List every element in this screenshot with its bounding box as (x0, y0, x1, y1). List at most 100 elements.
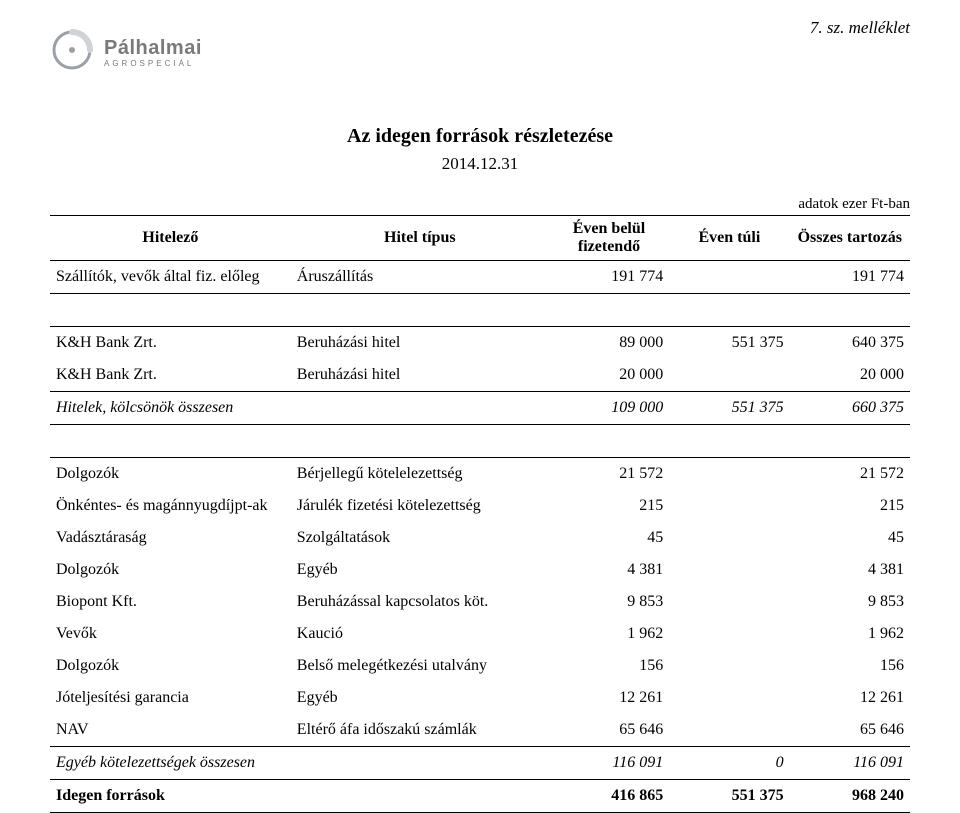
table-row: Dolgozók Belső melegétkezési utalvány 15… (50, 650, 910, 682)
cell: 20 000 (549, 359, 669, 392)
cell: 640 375 (790, 327, 910, 360)
logo-text: Pálhalmai AGROSPECIÁL (104, 38, 202, 68)
cell (669, 359, 789, 392)
cell: 551 375 (669, 392, 789, 425)
cell: 89 000 (549, 327, 669, 360)
col-header-c: Éven belül fizetendő (549, 216, 669, 261)
cell (669, 261, 789, 294)
table-row: Dolgozók Bérjellegű kötelelezettség 21 5… (50, 458, 910, 491)
cell: 21 572 (549, 458, 669, 491)
cell: Szállítók, vevők által fiz. előleg (50, 261, 291, 294)
cell: Dolgozók (50, 458, 291, 491)
cell: Áruszállítás (291, 261, 549, 294)
cell: 156 (790, 650, 910, 682)
table-row: Vadásztáraság Szolgáltatások 45 45 (50, 522, 910, 554)
page: 7. sz. melléklet Pálhalmai AGROSPECIÁL A… (0, 0, 960, 792)
cell (291, 392, 549, 425)
cell: Bérjellegű kötelelezettség (291, 458, 549, 491)
cell (669, 618, 789, 650)
cell: 9 853 (549, 586, 669, 618)
cell: 12 261 (549, 682, 669, 714)
cell: Önkéntes- és magánnyugdíjpt-ak (50, 490, 291, 522)
cell: K&H Bank Zrt. (50, 359, 291, 392)
cell: 20 000 (790, 359, 910, 392)
table-row: Dolgozók Egyéb 4 381 4 381 (50, 554, 910, 586)
cell: K&H Bank Zrt. (50, 327, 291, 360)
data-table: Hitelező Hitel típus Éven belül fizetend… (50, 215, 910, 813)
cell: Belső melegétkezési utalvány (291, 650, 549, 682)
subtotal-row: Egyéb kötelezettségek összesen 116 091 0… (50, 747, 910, 780)
cell: 215 (790, 490, 910, 522)
logo-sub: AGROSPECIÁL (104, 60, 202, 68)
grand-total-row: Idegen források 416 865 551 375 968 240 (50, 780, 910, 813)
cell: Vadásztáraság (50, 522, 291, 554)
cell: 45 (790, 522, 910, 554)
cell (291, 780, 549, 813)
cell: Egyéb kötelezettségek összesen (50, 747, 291, 780)
cell: Vevők (50, 618, 291, 650)
cell: NAV (50, 714, 291, 747)
cell: 968 240 (790, 780, 910, 813)
spacer (50, 425, 910, 458)
cell: Beruházási hitel (291, 327, 549, 360)
cell (669, 586, 789, 618)
table-row: Jóteljesítési garancia Egyéb 12 261 12 2… (50, 682, 910, 714)
logo-main: Pálhalmai (104, 38, 202, 58)
table-row: Biopont Kft. Beruházással kapcsolatos kö… (50, 586, 910, 618)
page-title: Az idegen források részletezése (50, 125, 910, 148)
cell: Biopont Kft. (50, 586, 291, 618)
cell (669, 650, 789, 682)
table-header-row: Hitelező Hitel típus Éven belül fizetend… (50, 216, 910, 261)
col-header-d: Éven túli (669, 216, 789, 261)
table-row: K&H Bank Zrt. Beruházási hitel 89 000 55… (50, 327, 910, 360)
col-header-a: Hitelező (50, 216, 291, 261)
cell: 109 000 (549, 392, 669, 425)
cell: 156 (549, 650, 669, 682)
cell: Dolgozók (50, 554, 291, 586)
cell: Beruházással kapcsolatos köt. (291, 586, 549, 618)
cell: 4 381 (790, 554, 910, 586)
cell: 0 (669, 747, 789, 780)
cell: 1 962 (549, 618, 669, 650)
cell: Dolgozók (50, 650, 291, 682)
cell: 1 962 (790, 618, 910, 650)
header-note: 7. sz. melléklet (810, 18, 910, 38)
table-row: K&H Bank Zrt. Beruházási hitel 20 000 20… (50, 359, 910, 392)
cell: Eltérő áfa időszakú számlák (291, 714, 549, 747)
col-header-b: Hitel típus (291, 216, 549, 261)
spacer (50, 294, 910, 327)
cell: Beruházási hitel (291, 359, 549, 392)
cell: Hitelek, kölcsönök összesen (50, 392, 291, 425)
table-row: NAV Eltérő áfa időszakú számlák 65 646 6… (50, 714, 910, 747)
cell (669, 458, 789, 491)
cell: Jóteljesítési garancia (50, 682, 291, 714)
cell: 12 261 (790, 682, 910, 714)
cell: 551 375 (669, 780, 789, 813)
cell: Idegen források (50, 780, 291, 813)
cell: 191 774 (549, 261, 669, 294)
cell: Egyéb (291, 554, 549, 586)
cell (669, 554, 789, 586)
cell: 4 381 (549, 554, 669, 586)
cell: 65 646 (790, 714, 910, 747)
cell: Járulék fizetési kötelezettség (291, 490, 549, 522)
cell (291, 747, 549, 780)
cell: Egyéb (291, 682, 549, 714)
table-row: Vevők Kaució 1 962 1 962 (50, 618, 910, 650)
table-row: Önkéntes- és magánnyugdíjpt-ak Járulék f… (50, 490, 910, 522)
page-subtitle: 2014.12.31 (50, 154, 910, 174)
logo: Pálhalmai AGROSPECIÁL (50, 28, 202, 77)
cell: 191 774 (790, 261, 910, 294)
cell: 660 375 (790, 392, 910, 425)
cell: 65 646 (549, 714, 669, 747)
cell: 116 091 (790, 747, 910, 780)
unit-note: adatok ezer Ft-ban (50, 196, 910, 213)
cell: 551 375 (669, 327, 789, 360)
cell (669, 490, 789, 522)
cell (669, 714, 789, 747)
cell: Szolgáltatások (291, 522, 549, 554)
cell: 45 (549, 522, 669, 554)
col-header-e: Összes tartozás (790, 216, 910, 261)
cell: 416 865 (549, 780, 669, 813)
cell: 9 853 (790, 586, 910, 618)
